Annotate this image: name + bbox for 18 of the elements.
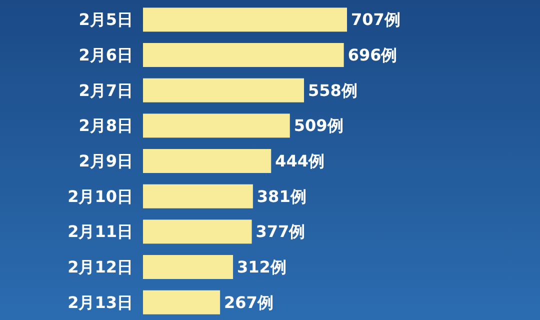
data-label: 444例 xyxy=(275,152,325,170)
data-label: 312例 xyxy=(237,258,286,276)
data-label: 509例 xyxy=(294,116,344,136)
y-tick-label: 2月7日 xyxy=(78,80,133,100)
y-tick-label: 2月12日 xyxy=(68,258,133,276)
y-tick-label: 2月13日 xyxy=(68,292,133,312)
y-tick-label: 2月6日 xyxy=(78,46,133,64)
data-label: 381例 xyxy=(256,186,306,206)
data-label: 707例 xyxy=(351,10,400,30)
data-label: 377例 xyxy=(256,222,306,242)
data-label: 267例 xyxy=(224,292,274,312)
data-label: 696例 xyxy=(348,46,398,64)
y-tick-label: 2月9日 xyxy=(78,152,133,170)
data-label: 558例 xyxy=(308,80,358,100)
y-tick-label: 2月10日 xyxy=(68,186,133,206)
y-tick-label: 2月8日 xyxy=(78,116,133,136)
y-tick-label: 2月11日 xyxy=(68,222,133,242)
y-tick-label: 2月5日 xyxy=(78,10,133,30)
